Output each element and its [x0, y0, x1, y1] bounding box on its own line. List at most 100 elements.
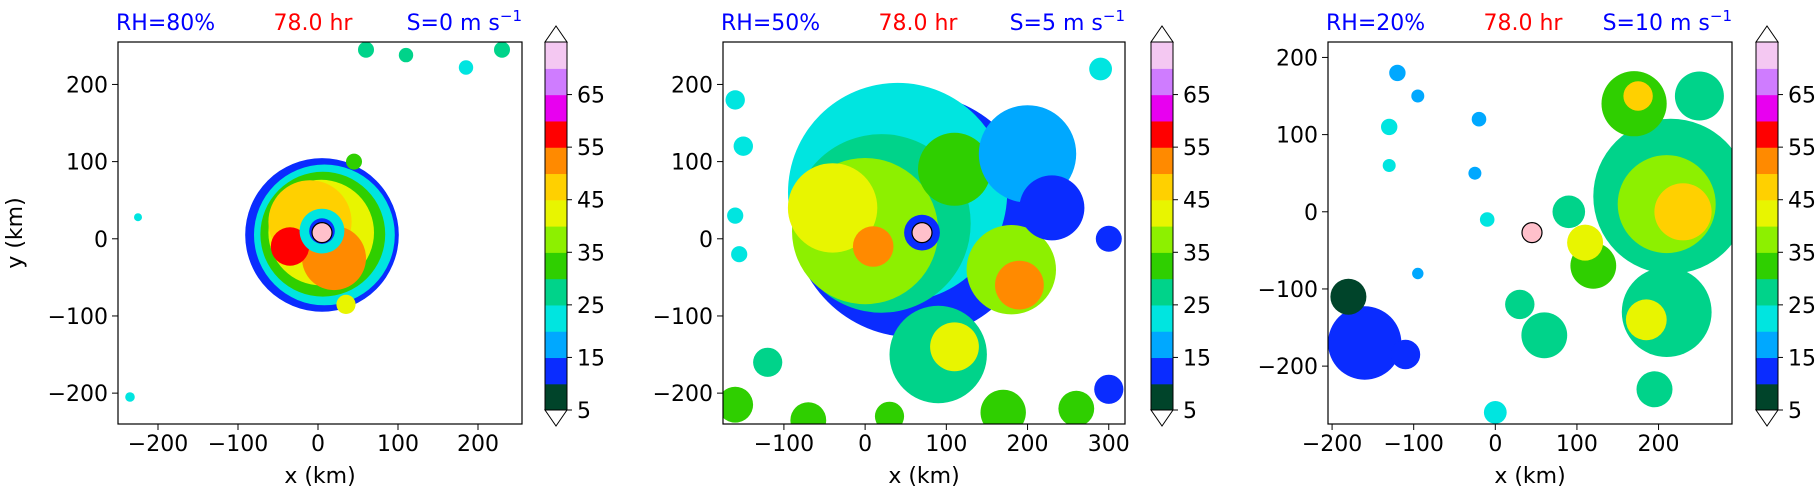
colorbar-segment [545, 94, 567, 122]
contour-region [1019, 175, 1085, 241]
title-shear-exponent: −1 [500, 7, 522, 25]
x-tick-label: 200 [1007, 432, 1049, 457]
colorbar-segment [1151, 278, 1173, 306]
colorbar-extend-max [544, 25, 568, 43]
contour-fill [1328, 64, 1732, 424]
colorbar-tick-label: 25 [1788, 294, 1816, 319]
colorbar-tick-label: 35 [577, 241, 605, 266]
contour-region [725, 90, 745, 110]
contour-region [1328, 306, 1402, 380]
contour-region [1058, 390, 1095, 424]
colorbar-tick-label: 65 [1183, 84, 1211, 109]
x-tick-label: −100 [1383, 432, 1443, 457]
title-shear: S=0 m s−1 [407, 7, 522, 36]
colorbar-segment [545, 278, 567, 306]
contour-region [398, 47, 414, 63]
y-axis-label: y (km) [3, 197, 28, 268]
colorbar-extend-max [1150, 25, 1174, 43]
colorbar-tick-label: 25 [577, 294, 605, 319]
colorbar-tick-label: 5 [577, 399, 591, 424]
contour-region [125, 392, 135, 402]
y-tick-label: −100 [1258, 278, 1318, 303]
colorbar-tick-label: 15 [577, 346, 605, 371]
y-tick-label: −100 [653, 305, 713, 330]
colorbar-segment [1151, 42, 1173, 69]
colorbar-tick-label: 55 [1183, 136, 1211, 161]
contour-region [980, 389, 1026, 424]
colorbar-segment [1151, 331, 1173, 359]
colorbar-segment [1756, 383, 1778, 411]
y-tick-label: 0 [699, 228, 713, 253]
colorbar-segment [1756, 331, 1778, 359]
colorbar-extend-min [1150, 409, 1174, 427]
y-tick-label: 100 [66, 151, 108, 176]
colorbar-segment [545, 173, 567, 201]
contour-region [494, 42, 510, 58]
contour-region [1390, 339, 1421, 370]
colorbar-segment [1756, 226, 1778, 253]
title-time: 78.0 hr [274, 11, 354, 36]
x-tick-label: 100 [377, 432, 419, 457]
contour-region [930, 322, 979, 372]
contour-region [918, 132, 991, 206]
contour-region [1623, 81, 1653, 111]
colorbar: 5 15 25 35 45 55 65 [1755, 25, 1816, 427]
storm-center-marker [311, 222, 333, 244]
x-axis-label: x (km) [1494, 464, 1565, 489]
colorbar-tick-label: 45 [1183, 189, 1211, 214]
contour-region [1382, 159, 1396, 172]
x-tick-label: 200 [457, 432, 499, 457]
contour-region [1567, 224, 1604, 261]
colorbar-tick-label: 5 [1183, 399, 1197, 424]
contour-region [1381, 118, 1398, 136]
contour-region [995, 260, 1044, 310]
colorbar-segment [1756, 94, 1778, 122]
x-tick-label: −100 [754, 432, 814, 457]
colorbar-segment [545, 147, 567, 175]
x-axis-label: x (km) [888, 464, 959, 489]
colorbar-tick-label: 45 [577, 189, 605, 214]
contour-region [270, 227, 310, 266]
contour-region [1094, 374, 1124, 404]
y-tick-label: −200 [1258, 355, 1318, 380]
panel-1: −200 −100 0 100 200 −200 −100 0 100 200 x (km) y (k… [3, 7, 605, 489]
contour-region [1483, 401, 1507, 424]
contour-region [1674, 71, 1724, 121]
contour-region [1389, 64, 1406, 82]
colorbar-tick-label: 5 [1788, 399, 1802, 424]
colorbar-segment [1151, 226, 1173, 253]
contour-region [852, 226, 894, 267]
contour-region [787, 163, 878, 253]
x-tick-label: 0 [858, 432, 872, 457]
x-tick-label: 0 [1488, 432, 1502, 457]
colorbar-segment [545, 252, 567, 280]
contour-region [346, 153, 362, 170]
contour-region [134, 213, 142, 222]
axes-frame [1327, 41, 1733, 425]
contour-region [1521, 312, 1568, 359]
contour-region [1479, 212, 1495, 227]
colorbar-segment [545, 199, 567, 227]
panel-3: −200 −100 0 100 200 −200 −100 0 100 200 x (km) RH=2… [1258, 7, 1816, 489]
contour-region [733, 136, 753, 156]
colorbar-segment [545, 357, 567, 385]
x-tick-label: −200 [128, 432, 188, 457]
colorbar-segment [1756, 199, 1778, 227]
colorbar-extend-max [1755, 25, 1779, 43]
colorbar-segment [1151, 199, 1173, 227]
colorbar-segment [545, 42, 567, 69]
colorbar-tick-label: 55 [577, 136, 605, 161]
contour-region [731, 246, 748, 263]
colorbar-segment [1756, 147, 1778, 175]
x-tick-label: −200 [1302, 432, 1362, 457]
colorbar-extend-min [544, 409, 568, 427]
colorbar-segment [1756, 304, 1778, 332]
colorbar-tick-label: 15 [1183, 346, 1211, 371]
contour-region [753, 347, 783, 377]
colorbar-segment [1756, 278, 1778, 306]
colorbar-tick-label: 55 [1788, 136, 1816, 161]
title-rh: RH=50% [721, 11, 820, 36]
y-tick-label: 100 [1276, 124, 1318, 149]
title-shear: S=5 m s−1 [1010, 7, 1125, 36]
